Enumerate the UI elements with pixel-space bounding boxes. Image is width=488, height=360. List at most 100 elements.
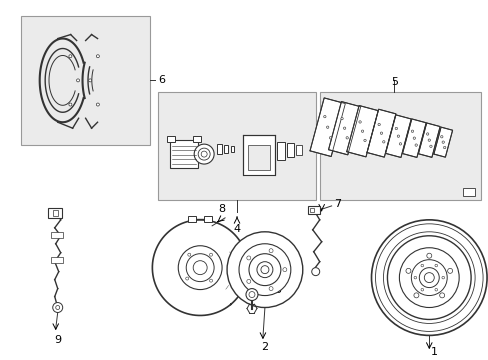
Circle shape [424,273,433,283]
Circle shape [447,268,452,273]
Circle shape [56,306,60,310]
Circle shape [96,55,99,58]
Circle shape [429,145,431,148]
Text: 3: 3 [273,284,280,294]
Text: 4: 4 [233,224,240,234]
Circle shape [361,130,363,132]
Circle shape [268,287,272,291]
Bar [319,92,480,200]
Circle shape [268,249,272,253]
Bar [51,232,62,238]
Circle shape [414,144,417,146]
Circle shape [443,146,445,149]
Bar [53,210,58,216]
Circle shape [440,136,442,138]
Text: 6: 6 [158,75,165,85]
Circle shape [185,277,188,280]
Circle shape [261,266,268,274]
Circle shape [326,126,328,129]
Polygon shape [346,105,378,157]
Circle shape [396,135,399,138]
Circle shape [69,55,72,58]
Circle shape [412,137,415,139]
Circle shape [410,130,413,132]
Circle shape [340,117,343,120]
Circle shape [193,261,207,275]
Circle shape [382,141,384,143]
Bar [217,144,222,154]
Circle shape [426,133,428,135]
Bar [188,216,196,222]
Bar [48,208,61,218]
Bar [247,145,269,170]
Circle shape [178,246,222,289]
Circle shape [343,127,345,129]
Bar [158,92,315,200]
Circle shape [439,293,444,298]
Circle shape [187,253,190,256]
Circle shape [201,151,207,157]
Circle shape [427,139,429,141]
Polygon shape [385,115,410,157]
Circle shape [69,103,72,106]
Bar [295,145,301,155]
Circle shape [226,232,302,307]
Bar [243,135,274,175]
Circle shape [394,127,397,130]
Circle shape [194,144,214,164]
Circle shape [420,264,423,267]
Circle shape [186,254,214,282]
Circle shape [256,262,272,278]
Circle shape [248,254,280,285]
Circle shape [209,253,212,256]
Text: 8: 8 [218,204,225,214]
Circle shape [311,268,319,276]
Text: 9: 9 [54,336,61,345]
Polygon shape [309,98,345,157]
Circle shape [323,116,325,118]
Circle shape [246,279,250,283]
Bar [167,136,175,142]
Polygon shape [418,123,439,157]
Circle shape [399,248,458,307]
Bar [286,143,293,157]
Bar [276,142,285,160]
Circle shape [405,268,410,273]
Text: 1: 1 [430,347,437,357]
Polygon shape [366,109,395,157]
Bar [462,188,474,196]
Bar [170,140,198,168]
Bar [203,216,212,222]
Circle shape [434,288,437,291]
Circle shape [53,302,62,312]
Bar [51,257,62,263]
Circle shape [441,276,444,279]
Circle shape [419,268,438,288]
Circle shape [248,292,254,298]
Bar [307,206,319,214]
Text: 7: 7 [333,199,340,209]
Circle shape [239,244,290,296]
Bar [224,145,227,153]
Circle shape [441,141,444,143]
Bar [193,136,201,142]
Circle shape [420,288,423,291]
Text: 2: 2 [261,342,268,352]
Circle shape [198,148,210,160]
Circle shape [88,79,92,82]
Polygon shape [433,127,452,157]
Bar [21,15,150,145]
Circle shape [328,136,331,139]
Circle shape [77,79,80,82]
Circle shape [209,279,212,282]
Circle shape [426,253,431,258]
Bar [309,208,313,212]
Polygon shape [328,102,360,155]
Circle shape [434,264,437,267]
Circle shape [363,139,366,141]
Circle shape [413,293,418,298]
Circle shape [410,260,447,296]
Circle shape [282,268,286,272]
Circle shape [358,121,361,123]
Circle shape [413,276,416,279]
